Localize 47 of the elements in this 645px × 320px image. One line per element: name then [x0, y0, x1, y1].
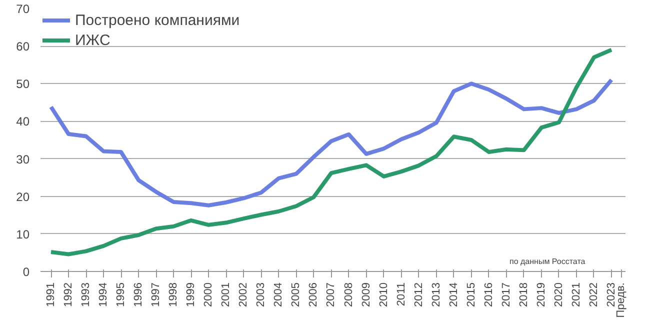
annotation: по данным Росстата	[509, 256, 586, 266]
x-tick-label: 2001	[220, 282, 232, 307]
y-tick-label: 0	[22, 265, 30, 279]
x-tick-label: 2005	[290, 282, 302, 307]
x-tick-label: 2002	[238, 282, 250, 307]
x-tick-label: 1991	[45, 282, 58, 307]
x-tick-label: 2011	[395, 282, 408, 306]
line-series	[49, 48, 614, 256]
text: Предв.	[615, 282, 628, 318]
x-tick-label: 2012	[412, 282, 425, 307]
x-tick-label: 2007	[325, 282, 338, 307]
x-tick-label: 2022	[588, 282, 600, 307]
x-tick-label: 2000	[202, 282, 215, 307]
x-tick-label: 2014	[448, 282, 460, 307]
line-series	[49, 78, 614, 208]
x-tick-label: 2020	[552, 282, 565, 307]
x-tick-label: 2008	[342, 282, 355, 307]
x-tick-label: 2003	[255, 282, 268, 307]
y-tick-label: 50	[16, 77, 30, 92]
x-tick-label: 1998	[168, 282, 180, 307]
y-tick-label: 60	[16, 40, 30, 54]
x-tick-label: 2010	[378, 282, 390, 307]
y-tick-label: 40	[16, 114, 30, 129]
x-tick-label: 2015	[465, 282, 478, 307]
x-tick-label: 1997	[150, 282, 162, 307]
x-tick-label: 2017	[500, 282, 512, 307]
x-tick-label: 2018	[518, 282, 530, 307]
x-tick-label: 1994	[98, 282, 110, 307]
x-tick-label: 2004	[272, 282, 285, 307]
y-tick-label: 30	[16, 152, 30, 166]
y-tick-label: 10	[16, 227, 30, 242]
x-tick-label: 1999	[185, 282, 198, 307]
x-tick-label: 2019	[535, 282, 548, 307]
x-tick-label: 2023	[605, 282, 618, 307]
legend-label: ИЖС	[75, 32, 110, 48]
legend-label: Построено компаниями	[75, 12, 240, 28]
x-tick-label: 1993	[80, 282, 92, 307]
x-tick-label: 2006	[308, 282, 320, 307]
y-tick-label: 70	[16, 2, 30, 16]
x-tick-label: 1995	[115, 282, 128, 307]
y-tick-label: 20	[16, 190, 30, 204]
x-tick-label: 2009	[360, 282, 372, 307]
x-tick-label: 2016	[482, 282, 495, 307]
x-tick-label: 2021	[570, 282, 582, 307]
x-tick-label: 1992	[62, 282, 75, 307]
x-tick-label: 1996	[132, 282, 145, 307]
x-tick-label: 2013	[430, 282, 442, 307]
